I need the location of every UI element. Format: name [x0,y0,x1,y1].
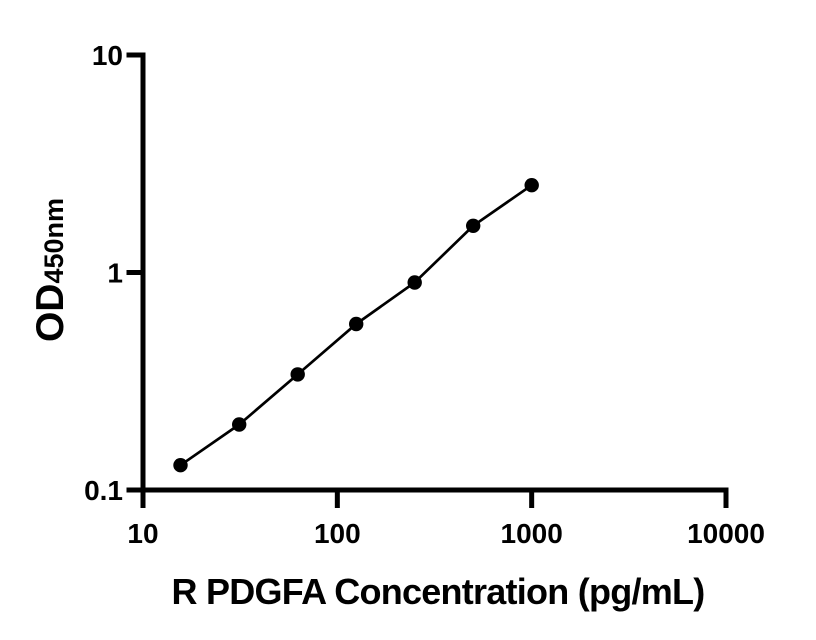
x-tick-label: 100 [314,518,361,549]
x-tick-label: 10 [127,518,158,549]
x-tick-label: 1000 [501,518,563,549]
data-point [349,316,364,332]
tick-labels: 10 100 1000 10000 0.1 1 10 [84,40,765,549]
data-series [173,178,539,473]
axes [140,52,729,493]
data-point [173,458,188,473]
y-tick-label: 0.1 [84,475,123,506]
data-point [290,367,305,382]
y-axis-title-main: OD [29,284,72,343]
y-axis-title-subscript: 450nm [39,198,69,284]
y-tick-label: 1 [107,258,123,289]
y-tick-label: 10 [92,40,123,71]
data-point [407,275,422,290]
data-point [466,218,481,233]
x-axis-title: R PDGFA Concentration (pg/mL) [172,571,705,612]
data-point [524,178,539,193]
y-axis-title: OD450nm [29,198,72,342]
tick-marks [126,52,729,508]
x-tick-label: 10000 [687,518,765,549]
data-point [232,417,247,432]
